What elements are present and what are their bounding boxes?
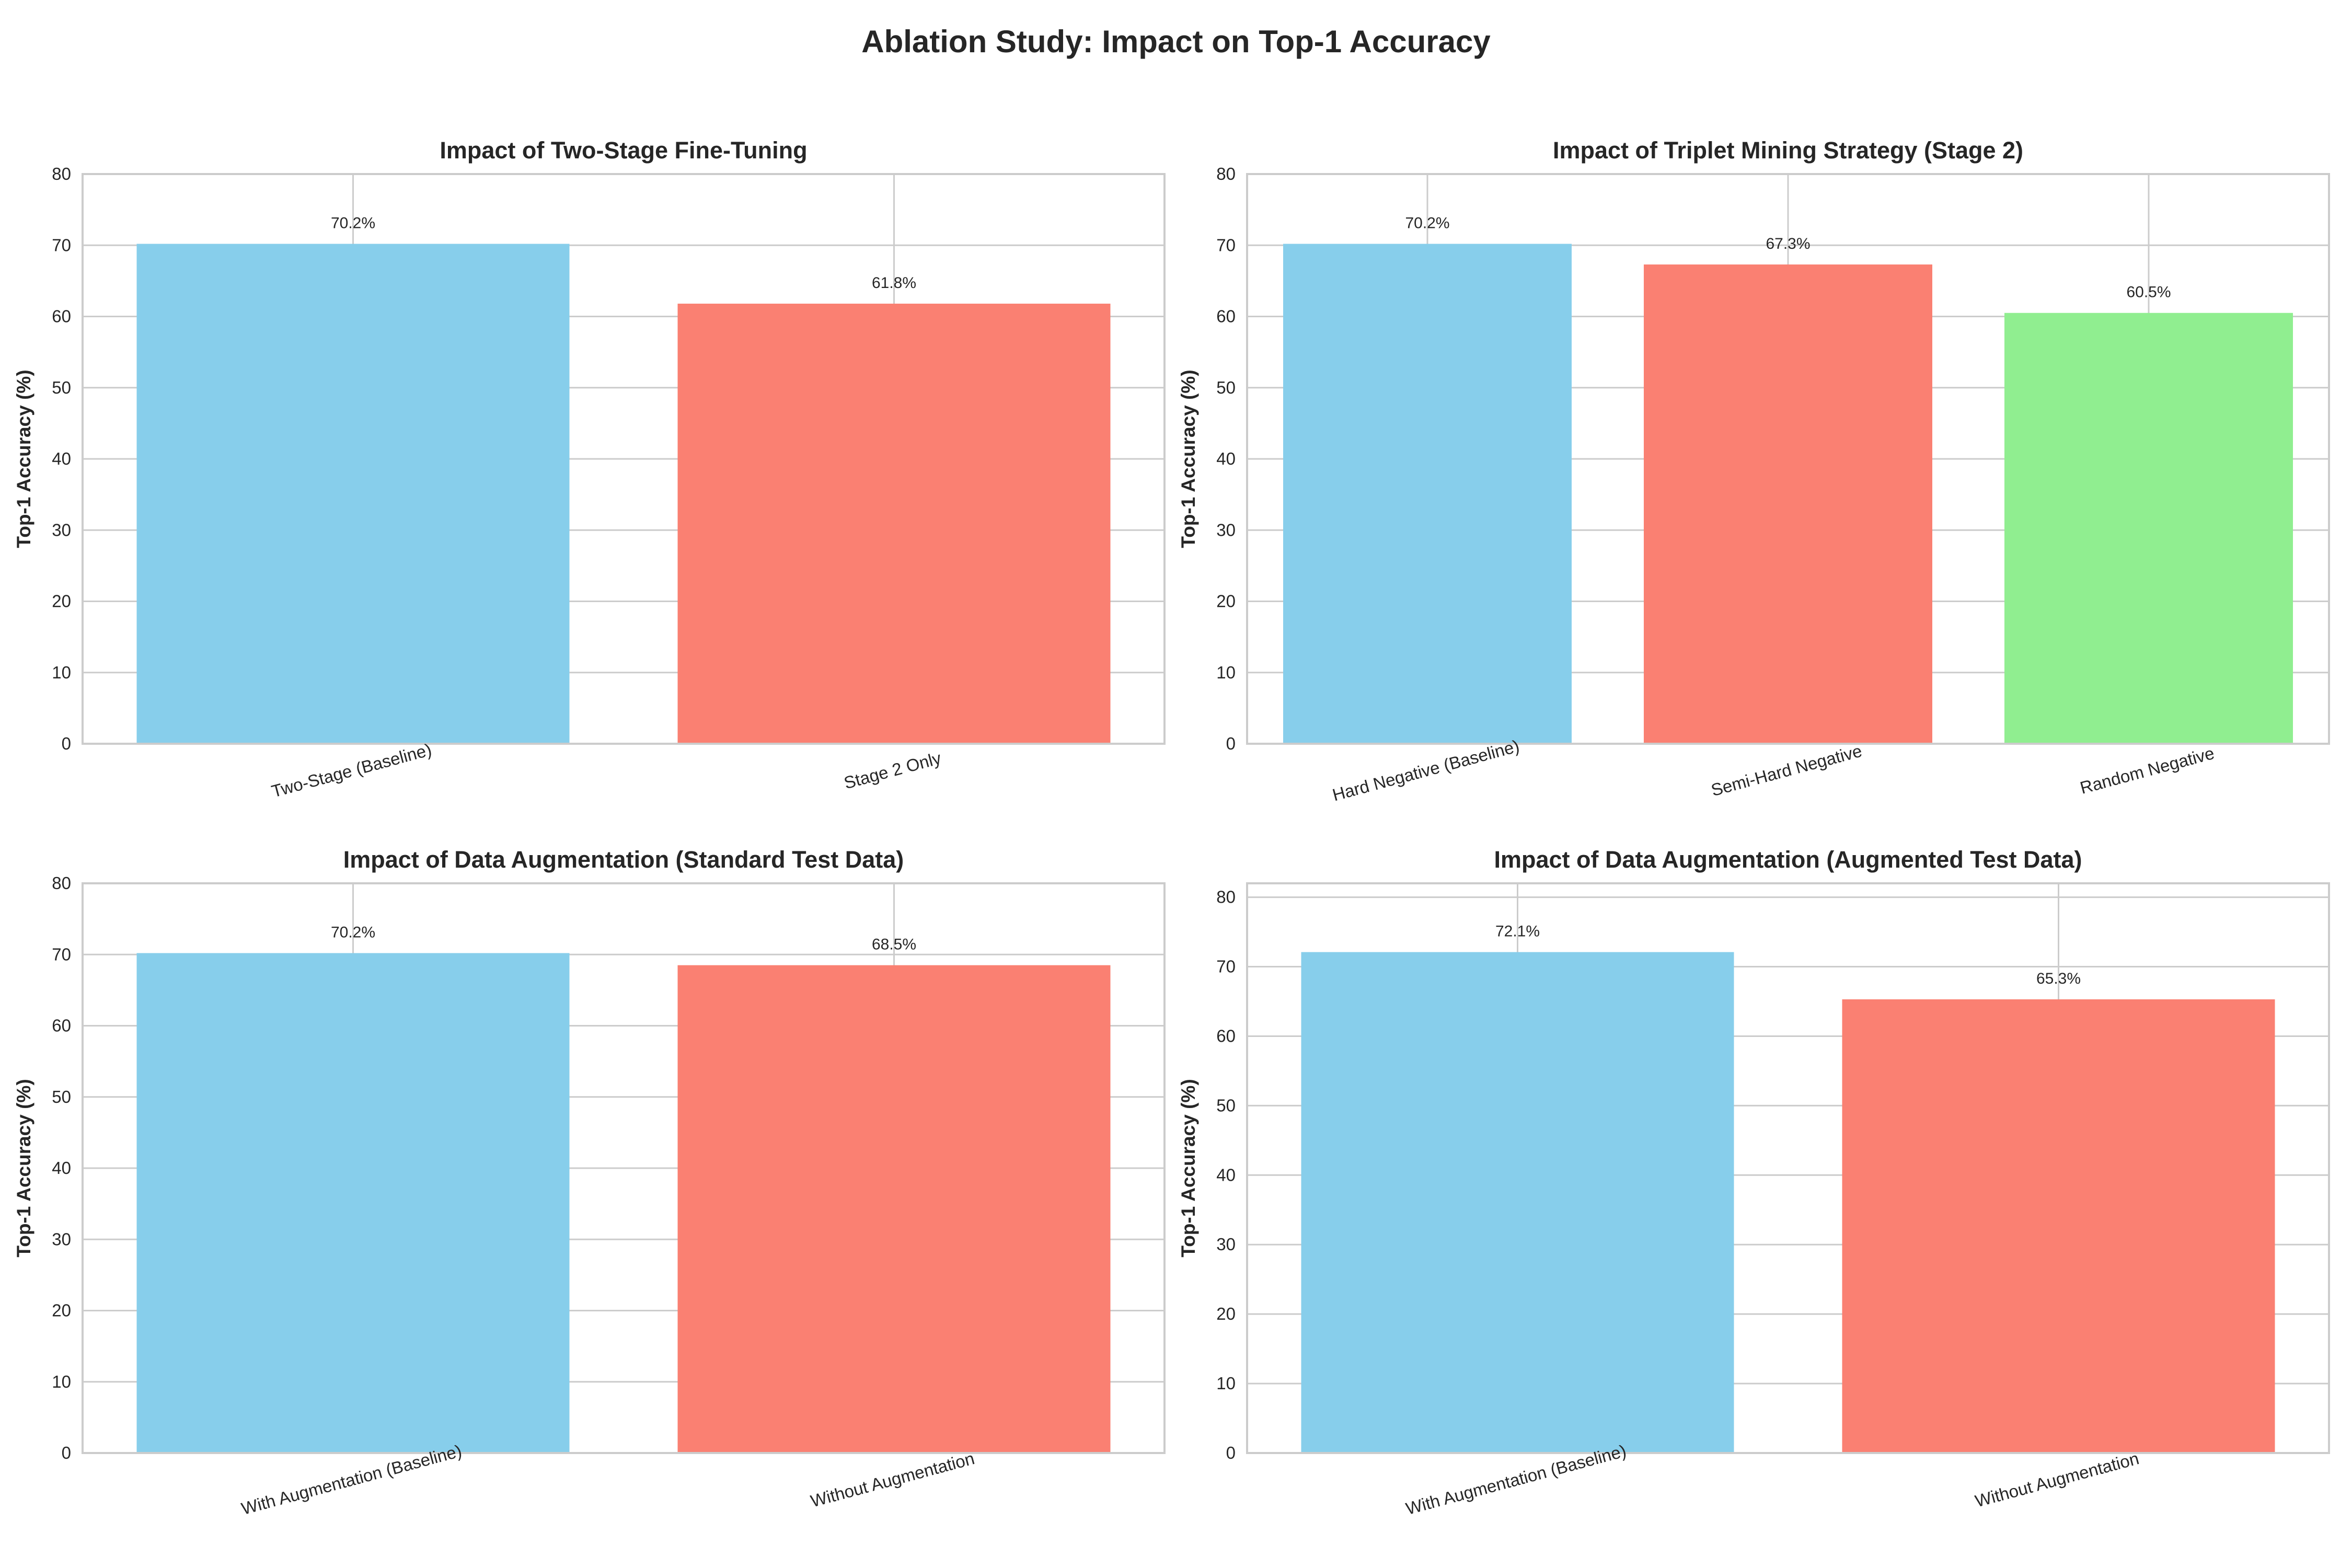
y-axis-label: Top-1 Accuracy (%) [13,370,34,548]
y-tick-label: 50 [1216,1096,1236,1115]
y-tick-label: 10 [1216,663,1236,682]
y-tick-label: 50 [52,378,71,397]
data-label: 65.3% [2036,970,2081,987]
y-tick-label: 30 [52,1229,71,1249]
y-tick-label: 0 [62,1443,71,1462]
y-tick-label: 30 [1216,520,1236,539]
y-tick-label: 10 [52,1372,71,1391]
y-tick-label: 60 [52,307,71,326]
y-tick-label: 70 [52,944,71,964]
bar [1301,952,1734,1453]
y-tick-label: 0 [1226,734,1236,753]
bar [1842,999,2275,1453]
data-label: 60.5% [2126,284,2171,301]
data-label: 67.3% [1766,235,1810,252]
axes-frame [1246,882,2330,1454]
data-label: 61.8% [872,274,916,292]
y-tick-label: 20 [52,1301,71,1320]
subplot-title: Impact of Two-Stage Fine-Tuning [440,137,807,164]
y-tick-label: 80 [52,164,71,183]
axes-frame [82,882,1166,1454]
y-tick-label: 10 [1216,1374,1236,1393]
bar [1644,264,1932,744]
bar [677,303,1111,744]
y-tick-label: 80 [1216,164,1236,183]
y-tick-label: 40 [52,1158,71,1178]
subplot-title: Impact of Data Augmentation (Augmented T… [1494,846,2082,873]
axes-frame [82,173,1166,745]
y-tick-label: 60 [1216,307,1236,326]
bar [677,965,1111,1453]
y-tick-label: 80 [1216,887,1236,907]
bar [136,953,570,1453]
y-tick-label: 40 [1216,1165,1236,1184]
y-tick-label: 20 [52,592,71,611]
y-tick-label: 0 [62,734,71,753]
y-tick-label: 70 [1216,957,1236,976]
y-tick-label: 60 [1216,1026,1236,1045]
bar [2004,313,2293,744]
data-label: 70.2% [1405,215,1449,232]
y-tick-label: 40 [1216,449,1236,468]
y-tick-label: 70 [52,235,71,255]
y-axis-label: Top-1 Accuracy (%) [13,1079,34,1257]
y-tick-label: 10 [52,663,71,682]
y-axis-label: Top-1 Accuracy (%) [1178,1079,1199,1257]
figure-title: Ablation Study: Impact on Top-1 Accuracy [861,24,1491,59]
y-tick-label: 50 [52,1087,71,1106]
data-label: 68.5% [872,936,916,953]
y-tick-label: 40 [52,449,71,468]
data-label: 72.1% [1495,923,1540,940]
y-tick-label: 50 [1216,378,1236,397]
data-label: 70.2% [331,215,375,232]
data-label: 70.2% [331,924,375,941]
bar [136,244,570,744]
subplot-title: Impact of Data Augmentation (Standard Te… [343,846,904,873]
y-tick-label: 60 [52,1016,71,1035]
y-tick-label: 30 [52,520,71,539]
y-tick-label: 70 [1216,235,1236,255]
y-tick-label: 20 [1216,592,1236,611]
y-tick-label: 20 [1216,1304,1236,1323]
y-tick-label: 0 [1226,1443,1236,1462]
y-axis-label: Top-1 Accuracy (%) [1178,370,1199,548]
y-tick-label: 30 [1216,1235,1236,1254]
y-tick-label: 80 [52,873,71,893]
bar [1283,244,1572,744]
axes-frame [1246,173,2330,745]
subplot-title: Impact of Triplet Mining Strategy (Stage… [1553,137,2023,164]
